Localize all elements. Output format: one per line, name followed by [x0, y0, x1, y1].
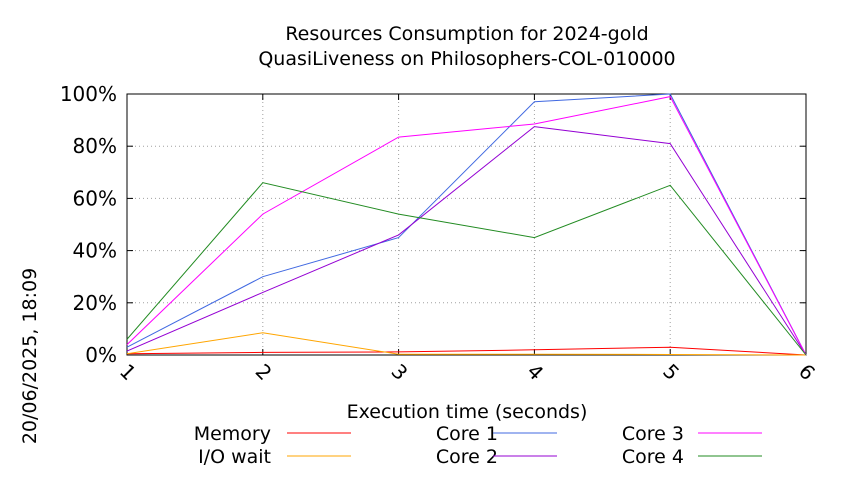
x-tick-label: 1	[115, 359, 141, 385]
series-line-core-3	[126, 96, 807, 356]
series-line-i-o-wait	[126, 332, 807, 356]
series-lines	[126, 93, 807, 356]
series-line-core-4	[126, 182, 807, 356]
chart-subtitle: QuasiLiveness on Philosophers-COL-010000	[258, 48, 675, 70]
legend-label: Core 4	[622, 446, 684, 468]
legend-label: Memory	[194, 423, 271, 445]
legend-label: Core 3	[622, 423, 684, 445]
x-tick-label: 2	[251, 359, 277, 385]
legend-label: Core 2	[436, 446, 498, 468]
y-tick-label: 80%	[73, 134, 117, 158]
timestamp-label: 20/06/2025, 18:09	[19, 268, 41, 444]
y-tick-label: 40%	[73, 239, 117, 263]
chart-title: Resources Consumption for 2024-gold	[285, 23, 648, 45]
y-tick-label: 60%	[73, 186, 117, 210]
x-tick-label: 4	[522, 359, 548, 385]
legend-label: Core 1	[436, 423, 498, 445]
x-axis-label: Execution time (seconds)	[347, 401, 588, 423]
y-tick-label: 100%	[60, 82, 117, 106]
y-axis: 0% 20% 40% 60% 80% 100%	[60, 82, 806, 367]
series-line-core-2	[126, 126, 807, 356]
y-tick-label: 20%	[73, 291, 117, 315]
y-tick-label: 0%	[85, 343, 117, 367]
legend-label: I/O wait	[198, 446, 271, 468]
x-tick-label: 3	[387, 359, 413, 385]
series-line-memory	[126, 346, 807, 356]
grid	[127, 94, 806, 355]
plot-frame	[126, 93, 807, 356]
x-tick-label: 6	[794, 359, 820, 385]
x-tick-label: 5	[658, 359, 684, 385]
series-line-core-1	[126, 93, 807, 356]
